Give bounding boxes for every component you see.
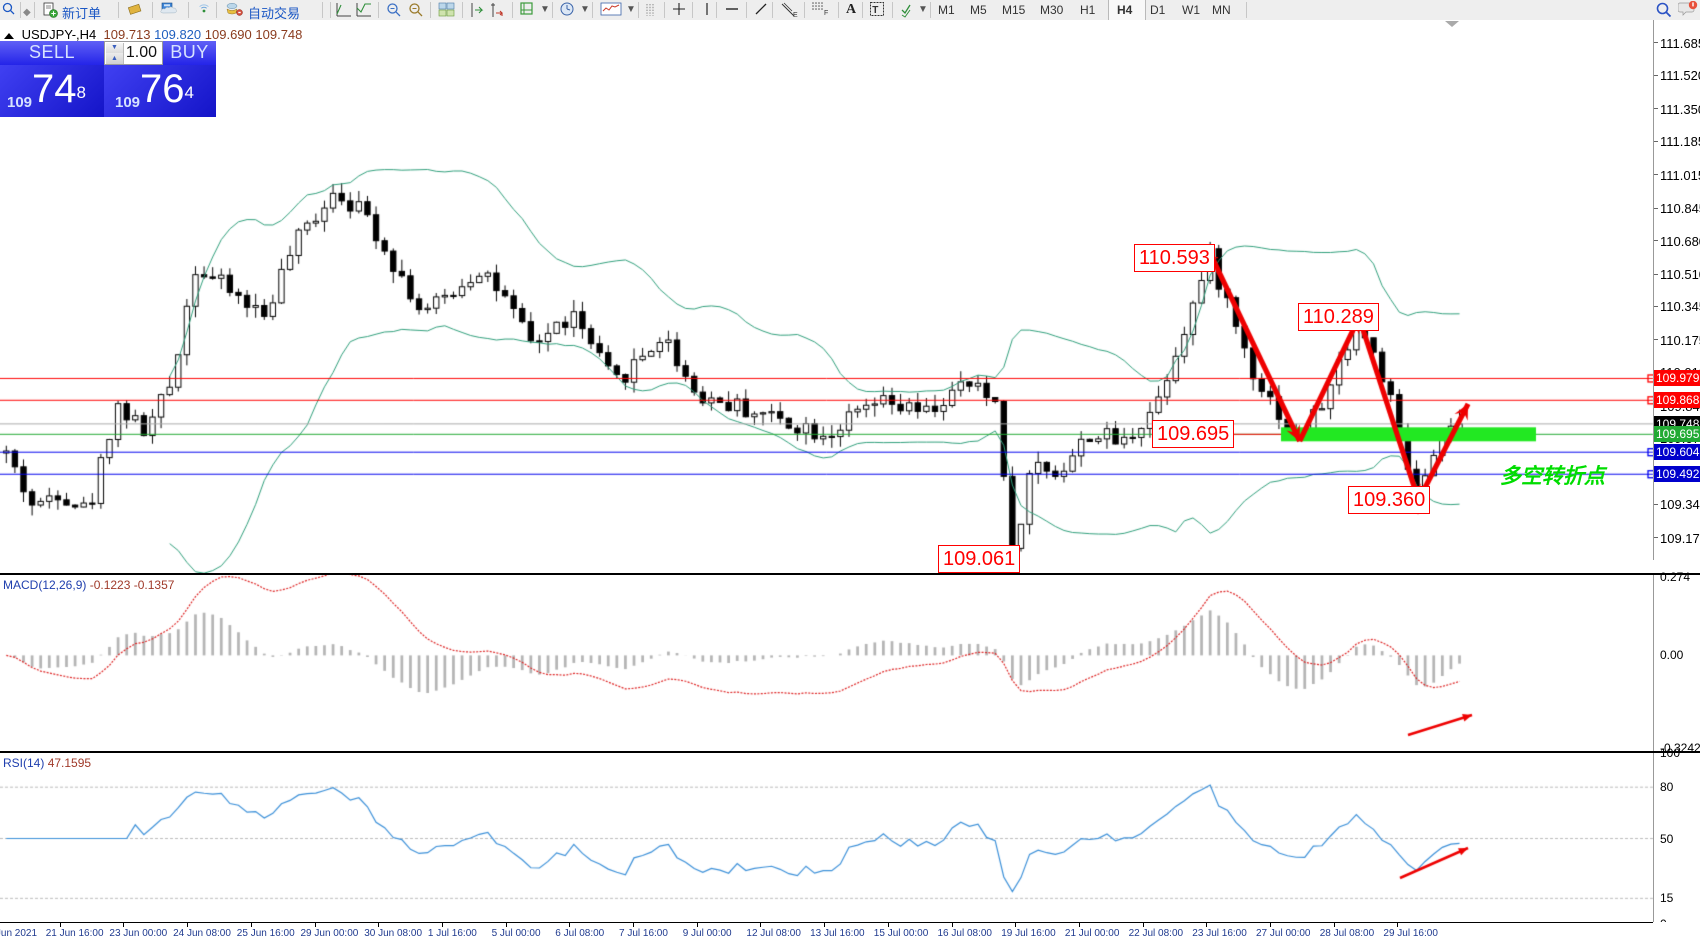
svg-text:F: F [824, 10, 828, 17]
svg-text:T: T [872, 5, 878, 16]
svg-text:E: E [793, 12, 798, 18]
